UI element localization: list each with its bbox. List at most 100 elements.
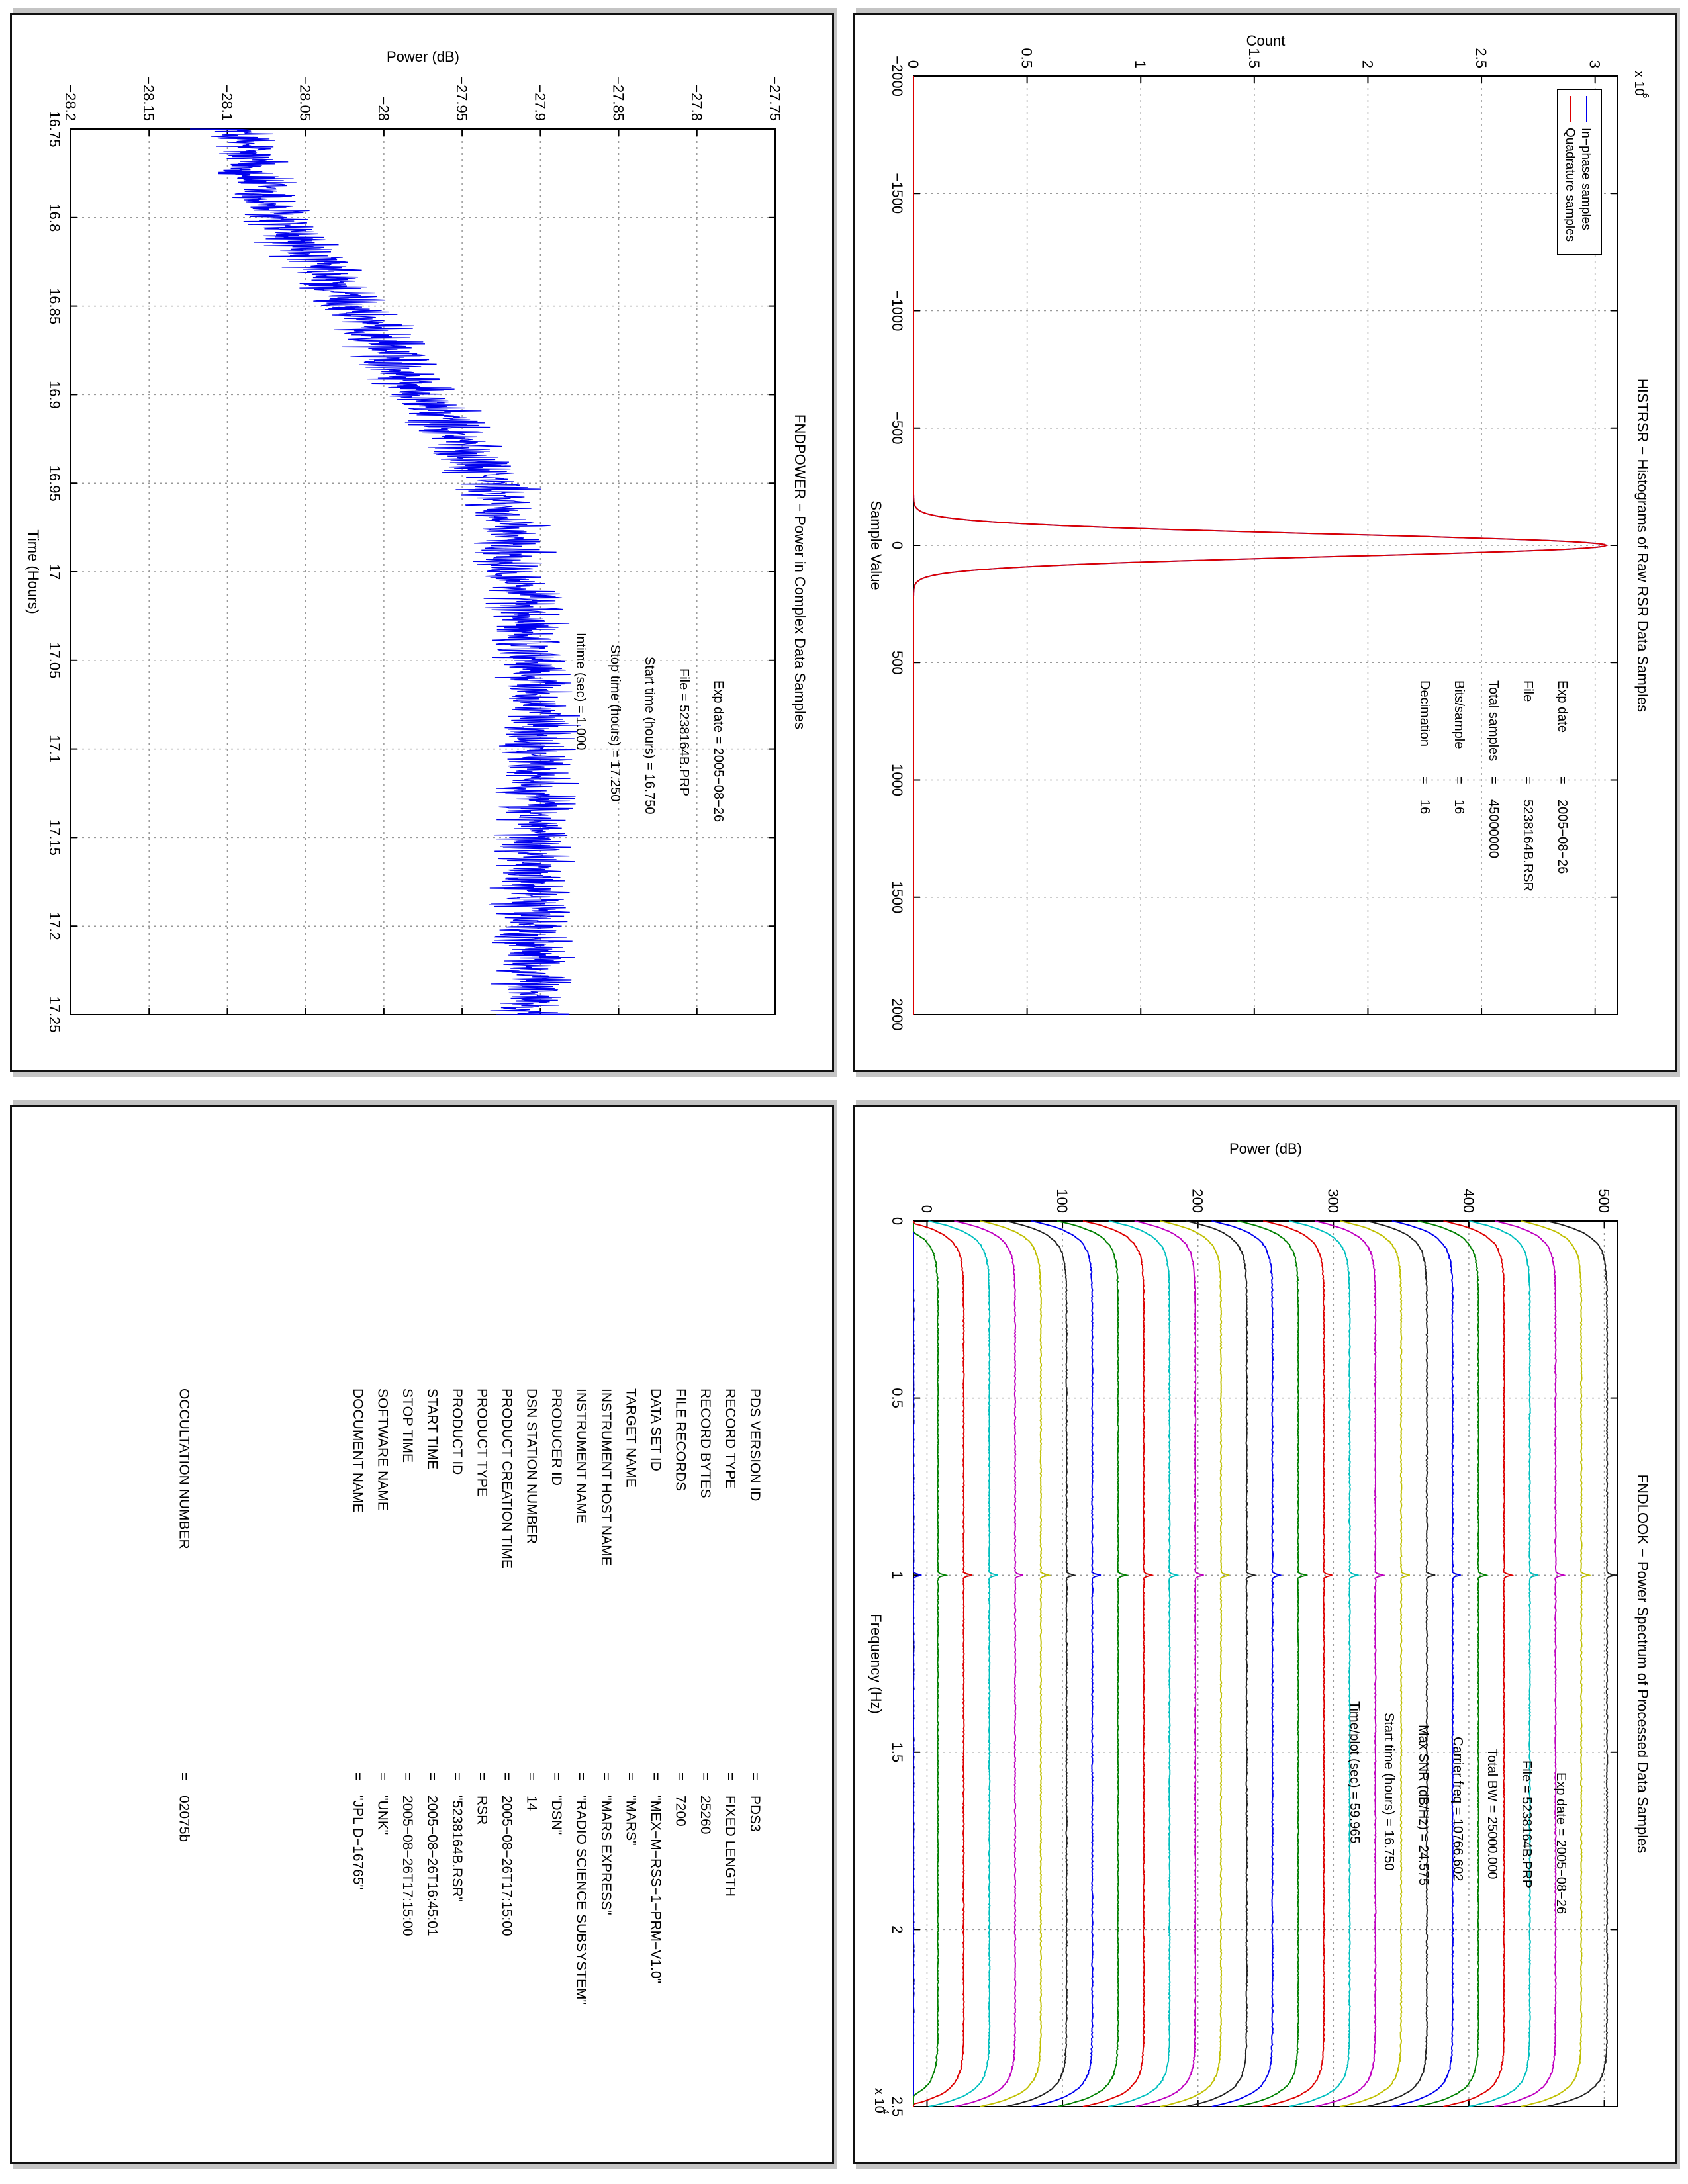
pds-row-separator: =: [177, 1772, 192, 1780]
spectrum-line: [1417, 1220, 1489, 2107]
annotation-line: Exp date = 2005−08−26: [1554, 1772, 1568, 1914]
pds-row-value: 02075b: [177, 1796, 192, 1842]
x-tick-label: −1000: [889, 291, 906, 332]
spectrum-line: [953, 1220, 1024, 2107]
annotation-separator: =: [1554, 1825, 1568, 1840]
x-tick-label: 2: [889, 1925, 906, 1933]
pds-label-table: PDS VERSION ID = PDS3 RECORD TYPE = FIXED LEN…: [177, 1388, 763, 2005]
x-tick-label: 17.2: [46, 912, 63, 940]
spectrum-line: [928, 1220, 998, 2107]
annotation-value: 2005−08−26: [1554, 1840, 1568, 1914]
x-tick-label: 1: [889, 1571, 906, 1579]
pds-row-value: "MEX−M−RSS−1−PRM−V1.0": [648, 1796, 663, 1983]
annotation-line: Max SNR (dB/Hz) = 24.575: [1416, 1725, 1430, 1886]
annotation-line: Start time (hours) = 16.750: [1382, 1713, 1396, 1870]
pds-row-label: SOFTWARE NAME: [375, 1388, 391, 1511]
pds-row-label: PRODUCER ID: [549, 1388, 564, 1486]
legend-label: In−phase samples: [1579, 128, 1593, 230]
spectrum-line: [1031, 1220, 1102, 2107]
legend-label: Quadrature samples: [1563, 128, 1577, 242]
annotation-value: 16.750: [642, 774, 657, 814]
fndlook-panel: 0 0.5 1 1.5 2 2.5 0 100 200 300 400 500 x 10 4 FNDLOOK…: [853, 1105, 1677, 2164]
y-tick-label: 1: [1132, 60, 1149, 68]
pds-row-value: 25260: [698, 1796, 713, 1834]
spectrum-line: [1056, 1220, 1129, 2107]
x-tick-label: 16.85: [46, 288, 63, 324]
x-tick-label: 0: [889, 1217, 906, 1225]
annotation-value: 45000000: [1486, 799, 1501, 858]
annotation-separator: =: [1347, 1788, 1362, 1803]
pds-row-separator: =: [574, 1772, 589, 1780]
pds-row-label: RECORD TYPE: [723, 1388, 738, 1488]
pds-row-value: "RADIO SCIENCE SUBSYSTEM": [574, 1796, 589, 2005]
annotation-separator: =: [1521, 776, 1535, 784]
spectrum-line: [913, 1221, 949, 2107]
annotation-label: Start time (hours): [1382, 1713, 1396, 1815]
y-tick-label: −27.85: [610, 76, 627, 121]
fndlook-title: FNDLOOK − Power Spectrum of Processed Da…: [1634, 1475, 1651, 1854]
fndlook-x-label: Frequency (Hz): [868, 1614, 884, 1714]
y-tick-label: 100: [1054, 1189, 1070, 1213]
x-tick-label: −500: [889, 412, 906, 445]
annotation-line: File = 5238164B.PRP: [677, 668, 691, 796]
pds-row-label: DOCUMENT NAME: [350, 1388, 365, 1512]
fndpower-rotated-plot: 16.75 16.8 16.85 16.9 16.95 17 17.05 17.1 17.15 1…: [25, 48, 808, 1033]
annotation-line: Intime (sec) = 1.000: [573, 633, 588, 750]
spectrum-line: [1108, 1220, 1180, 2107]
annotation-separator: =: [1452, 776, 1466, 784]
annotation-label: Carrier freq: [1450, 1737, 1465, 1803]
pds-row-label: TARGET NAME: [624, 1388, 639, 1488]
annotation-value: 16: [1452, 799, 1466, 814]
x-exponent-label: x 10: [872, 2088, 886, 2113]
annotation-value: 59.965: [1347, 1803, 1362, 1843]
x-tick-label: 1500: [889, 881, 906, 913]
annotation-label: Time/plot (sec): [1347, 1701, 1362, 1788]
y-tick-label: 2.5: [1473, 48, 1489, 68]
annotation-value: 1.000: [573, 717, 588, 750]
pds-row-label: FILE RECORDS: [673, 1388, 688, 1491]
spectrum-line: [1288, 1220, 1360, 2107]
pds-row-separator: =: [673, 1772, 688, 1780]
x-tick-label: 1.5: [889, 1743, 906, 1763]
y-tick-label: −28.05: [297, 76, 314, 121]
x-tick-label: 16.9: [46, 381, 63, 409]
spectrum-line: [1134, 1220, 1204, 2107]
pds-row-separator: =: [624, 1772, 639, 1780]
histogram-curve-quadrature: [913, 76, 1609, 1015]
spectrum-line: [912, 1221, 922, 2107]
y-tick-label: −27.75: [767, 76, 783, 121]
annotation-label: Start time (hours): [642, 657, 657, 758]
pds-row-value: RSR: [475, 1796, 490, 1825]
pds-row-value: FIXED LENGTH: [723, 1796, 738, 1897]
fndlook-y-label: Power (dB): [1229, 1140, 1302, 1157]
fndpower-x-label: Time (Hours): [25, 529, 42, 614]
pds-row-value: 7200: [673, 1796, 688, 1827]
x-exponent: 4: [881, 2109, 891, 2114]
pds-row-value: 14: [524, 1796, 539, 1811]
annotation-line: Stop time (hours) = 17.250: [608, 645, 622, 801]
y-tick-label: 200: [1190, 1189, 1206, 1213]
y-tick-label: −28: [375, 97, 392, 121]
pds-row-separator: =: [747, 1772, 763, 1780]
annotation-separator: =: [573, 702, 588, 717]
annotation-separator: =: [1450, 1803, 1465, 1819]
histrsr-panel: −2000 −1500 −1000 −500 0 500 1000 1500 2000 0 0.5 1…: [853, 13, 1677, 1072]
spectrum-line: [1493, 1220, 1567, 2107]
annotation-label: File: [1519, 1760, 1534, 1782]
pds-row-separator: =: [524, 1772, 539, 1780]
y-tick-label: 500: [1596, 1189, 1613, 1213]
annotation-label: Intime (sec): [573, 633, 588, 702]
y-tick-label: −27.8: [688, 84, 705, 121]
annotation-separator: =: [1416, 1830, 1430, 1845]
annotation-value: 5238164B.RSR: [1521, 799, 1535, 891]
pds-row-label: OCCULTATION NUMBER: [177, 1388, 192, 1549]
pds-row-separator: =: [475, 1772, 490, 1780]
x-tick-label: 16.75: [46, 111, 63, 147]
annotation-label: Total samples: [1486, 680, 1501, 761]
x-tick-label: 17.05: [46, 642, 63, 678]
fndlook-axes-box: [913, 1220, 1618, 2107]
annotation-label: Decimation: [1417, 680, 1432, 747]
y-tick-label: −28.1: [218, 84, 235, 121]
x-tick-label: 1000: [889, 764, 906, 796]
pds-row-value: 2005−08−26T17:15:00: [499, 1796, 514, 1936]
